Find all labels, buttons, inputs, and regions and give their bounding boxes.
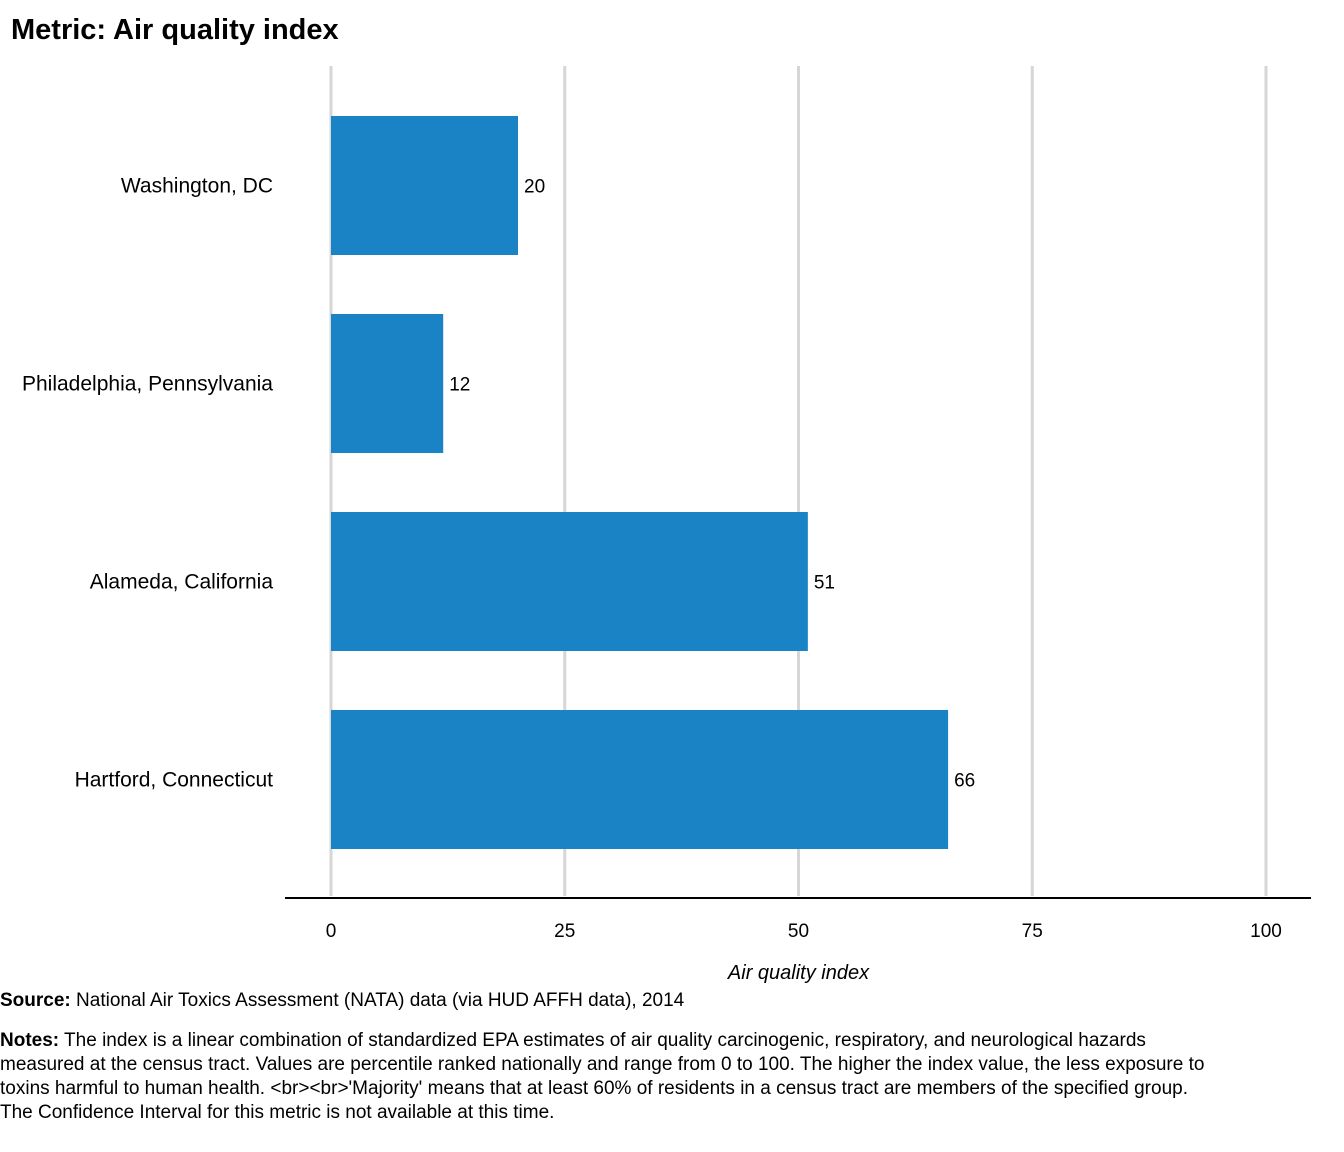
- x-tick-label: 50: [788, 921, 809, 942]
- source-label: Source:: [0, 990, 71, 1011]
- notes: Notes: The index is a linear combination…: [0, 1029, 1220, 1125]
- notes-label: Notes:: [0, 1030, 60, 1051]
- category-label: Philadelphia, Pennsylvania: [22, 373, 273, 396]
- source-note: Source: National Air Toxics Assessment (…: [0, 988, 1300, 1014]
- notes-text: The index is a linear combination of sta…: [0, 1030, 1205, 1123]
- data-label: 12: [449, 375, 470, 396]
- x-tick-label: 0: [326, 921, 337, 942]
- bar: [331, 710, 949, 849]
- category-label: Washington, DC: [121, 175, 273, 198]
- chart-area: 0 25 50 75 100 Washington, DC 20 Philadelphia, …: [22, 66, 1311, 984]
- labels: 0 25 50 75 100 Washington, DC 20 Philadelphia, …: [22, 175, 1282, 943]
- data-label: 51: [814, 573, 835, 594]
- chart-title: Metric: Air quality index: [11, 14, 339, 46]
- category-label: Alameda, California: [90, 571, 274, 594]
- x-tick-label: 100: [1250, 921, 1282, 942]
- bar: [331, 314, 444, 453]
- bar: [331, 116, 518, 255]
- x-tick-label: 75: [1022, 921, 1043, 942]
- x-tick-label: 25: [554, 921, 575, 942]
- bar: [331, 512, 808, 651]
- data-label: 66: [954, 771, 975, 792]
- bars: [331, 116, 949, 849]
- source-text: National Air Toxics Assessment (NATA) da…: [70, 990, 685, 1011]
- data-label: 20: [524, 177, 545, 198]
- category-label: Hartford, Connecticut: [75, 769, 274, 792]
- x-axis-title: Air quality index: [727, 962, 870, 984]
